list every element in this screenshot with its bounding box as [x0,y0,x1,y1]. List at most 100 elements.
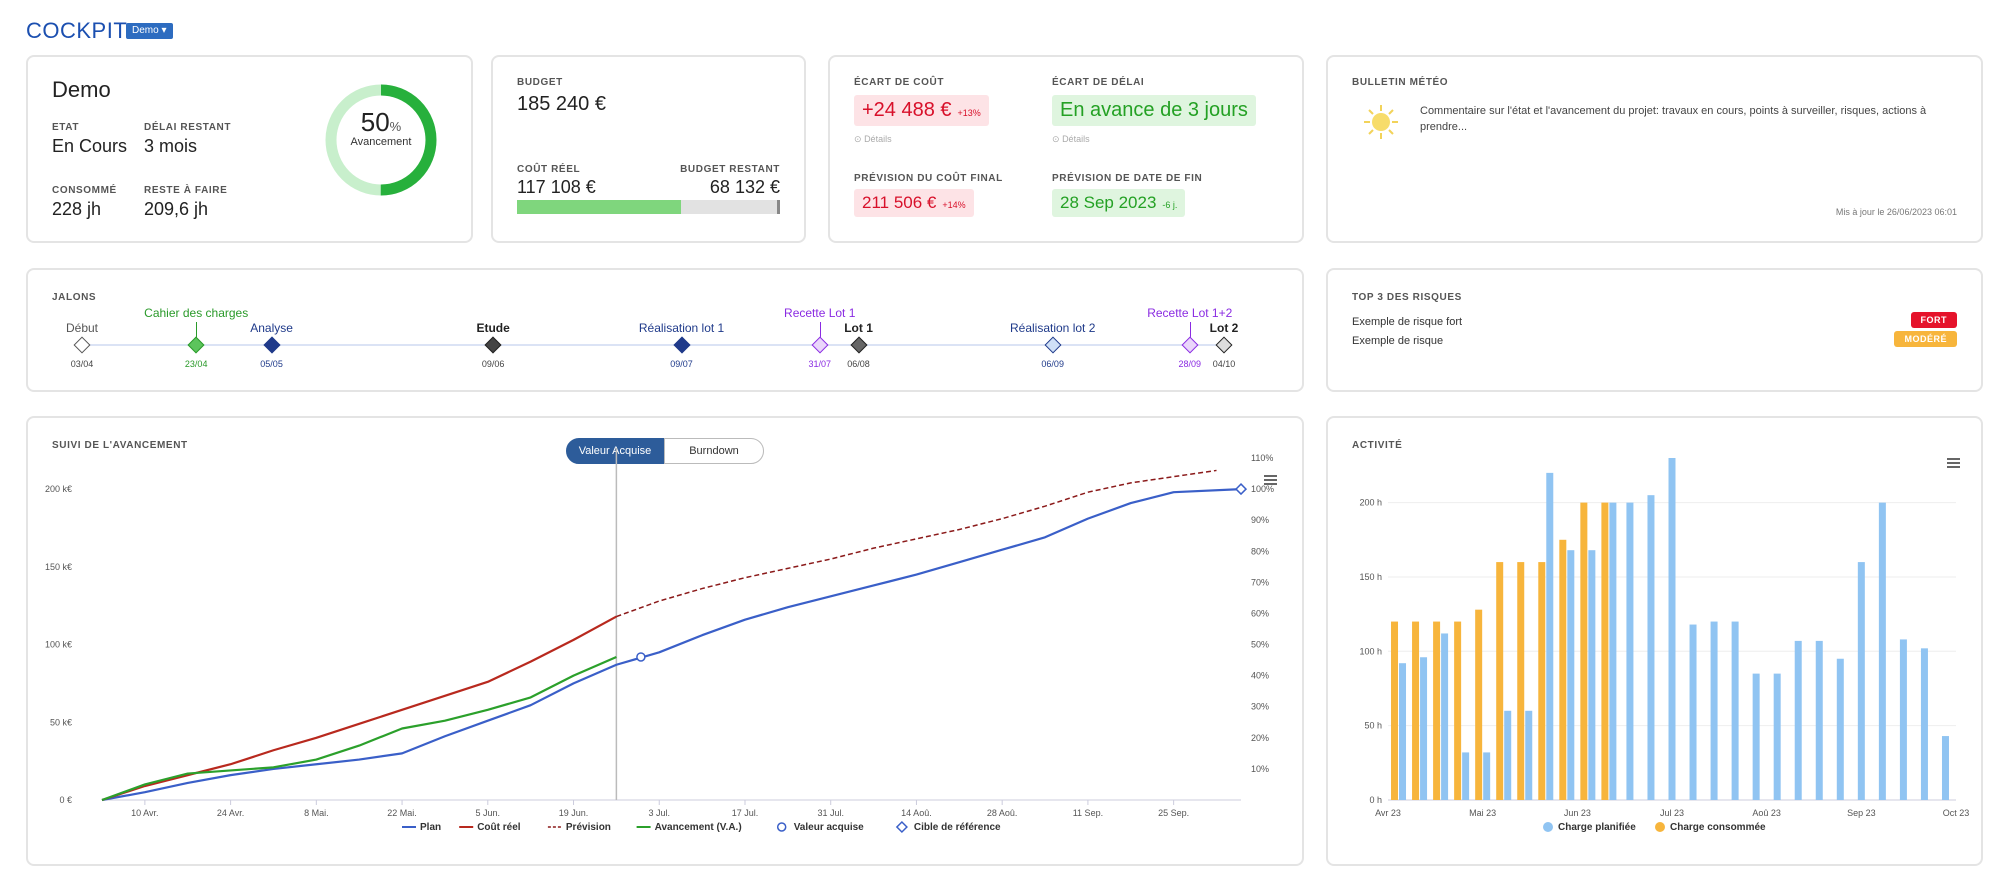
milestone-date: 05/05 [260,359,283,369]
legend-label: Valeur acquise [794,822,864,833]
milestone-date: 23/04 [184,359,208,369]
consomme-label: CONSOMMÉ [52,185,117,196]
milestone-marker[interactable] [1181,336,1199,354]
y2-tick-label: 70% [1251,577,1269,587]
milestone-marker[interactable] [1044,336,1062,354]
hamburger-icon[interactable] [1264,475,1277,485]
progress-unit: % [389,119,402,134]
milestone-label: Réalisation lot 1 [638,321,725,335]
milestone-marker[interactable] [263,336,281,354]
legend-item[interactable]: Avancement (V.A.) [636,822,742,833]
hamburger-icon-bar [1264,479,1277,481]
legend-item[interactable]: Coût réel [459,822,521,833]
milestone-label: Lot 2 [1209,321,1239,335]
y-tick-label: 50 k€ [50,717,72,727]
bar-planifiee [1504,710,1512,800]
series-line-plan [101,487,1242,802]
details-label: Détails [1062,134,1090,144]
ecart-cout-details-link[interactable]: ⊙ Détails [854,134,892,145]
legend-swatch [1655,822,1665,832]
risk-label: Exemple de risque [1352,335,1444,347]
risk-label: Exemple de risque fort [1352,316,1463,328]
legend-item[interactable]: Plan [402,822,441,833]
budget-restant-label: BUDGET RESTANT [680,164,780,175]
project-select-label: Demo [132,25,159,36]
milestone-label: Réalisation lot 2 [1009,321,1096,335]
y-tick-label: 100 h [1359,646,1382,656]
x-tick-label: 14 Aoû. [901,808,932,818]
y2-tick-label: 30% [1251,702,1269,712]
toggle-burndown[interactable]: Burndown [664,438,764,464]
prevision-date-label: PRÉVISION DE DATE DE FIN [1052,173,1203,184]
legend-item[interactable]: Charge consommée [1655,822,1766,833]
cible-reference-point [1234,483,1248,496]
y-tick-label: 50 h [1364,721,1382,731]
bar-consommee [1538,562,1546,800]
legend-item[interactable]: Prévision [547,822,611,833]
bar-consommee [1433,621,1441,800]
info-icon: ⊙ [1052,134,1060,144]
budget-card: BUDGET 185 240 € COÛT RÉEL 117 108 € BUD… [491,55,806,243]
legend-item[interactable]: Cible de référence [895,820,1001,834]
milestone-marker[interactable] [850,336,868,354]
legend-swatch [895,820,908,834]
milestone-marker[interactable] [73,336,91,354]
ecart-delai-pill: En avance de 3 jours [1052,95,1256,126]
x-tick-label: 5 Jun. [476,808,501,818]
project-select[interactable]: Demo ▾ [126,23,173,39]
legend-label: Plan [420,822,441,833]
timeline: Début 03/04 Cahier des charges 23/04 Analyse… [66,270,1238,390]
budget-bar-fill [517,200,682,214]
summary-card: Demo ETAT En Cours DÉLAI RESTANT 3 mois … [26,55,473,243]
milestone-marker[interactable] [1215,336,1233,354]
delai-label: DÉLAI RESTANT [144,122,232,133]
milestone-date: 04/10 [1212,359,1236,369]
bar-planifiee [1689,624,1697,800]
hamburger-icon[interactable] [1947,458,1960,468]
milestone-label: Début [65,321,99,335]
ecart-cout-label: ÉCART DE COÛT [854,77,945,88]
milestone-marker[interactable] [811,336,829,354]
risk-item[interactable]: Exemple de risque MODÉRÉ [1352,331,1981,347]
ecart-cout-pct: +13% [957,108,981,118]
x-tick-label: 28 Aoû. [987,808,1018,818]
bar-consommee [1580,502,1588,800]
ecart-delai-label: ÉCART DE DÉLAI [1052,77,1145,88]
toggle-valeur-acquise[interactable]: Valeur Acquise [566,438,664,464]
bar-consommee [1412,621,1420,800]
risk-item[interactable]: Exemple de risque fort FORT [1352,312,1981,328]
cout-reel-label: COÛT RÉEL [517,164,581,175]
risk-level-badge: FORT [1910,312,1957,328]
milestone-date: 06/08 [847,359,870,369]
bar-consommee [1601,502,1609,800]
prevision-date-value: 28 Sep 2023 [1060,193,1157,212]
reste-value: 209,6 jh [144,199,209,219]
bar-planifiee [1794,640,1802,800]
milestone-marker[interactable] [187,336,205,354]
progress-value: 50 [360,107,390,137]
x-tick-label: Avr 23 [1375,808,1401,818]
milestone-label: Etude [476,321,510,335]
jalons-title: JALONS [52,292,97,303]
milestone-marker[interactable] [484,336,502,354]
meteo-comment: Commentaire sur l'état et l'avancement d… [1420,105,1927,133]
hamburger-icon-bar [1264,475,1277,477]
ecart-delai-value: En avance de 3 jours [1060,99,1248,121]
risques-title: TOP 3 DES RISQUES [1352,292,1462,303]
progress-text: 50% Avancement [322,107,440,148]
ecart-delai-details-link[interactable]: ⊙ Détails [1052,134,1090,145]
delai-value: 3 mois [144,136,198,156]
legend-item[interactable]: Valeur acquise [776,822,864,833]
y2-tick-label: 20% [1251,733,1269,743]
ecart-cout-value: +24 488 € [862,99,952,121]
x-tick-label: 10 Avr. [131,808,158,818]
bar-planifiee [1399,663,1407,800]
y2-tick-label: 40% [1251,671,1269,681]
chevron-down-icon: ▾ [161,25,167,36]
reste-label: RESTE À FAIRE [144,185,228,196]
series-line-avancement-v-a- [101,655,617,802]
milestone-marker[interactable] [673,336,691,354]
legend-item[interactable]: Charge planifiée [1543,822,1636,833]
budget-label: BUDGET [517,77,563,88]
suivi-title: SUIVI DE L'AVANCEMENT [52,440,188,451]
